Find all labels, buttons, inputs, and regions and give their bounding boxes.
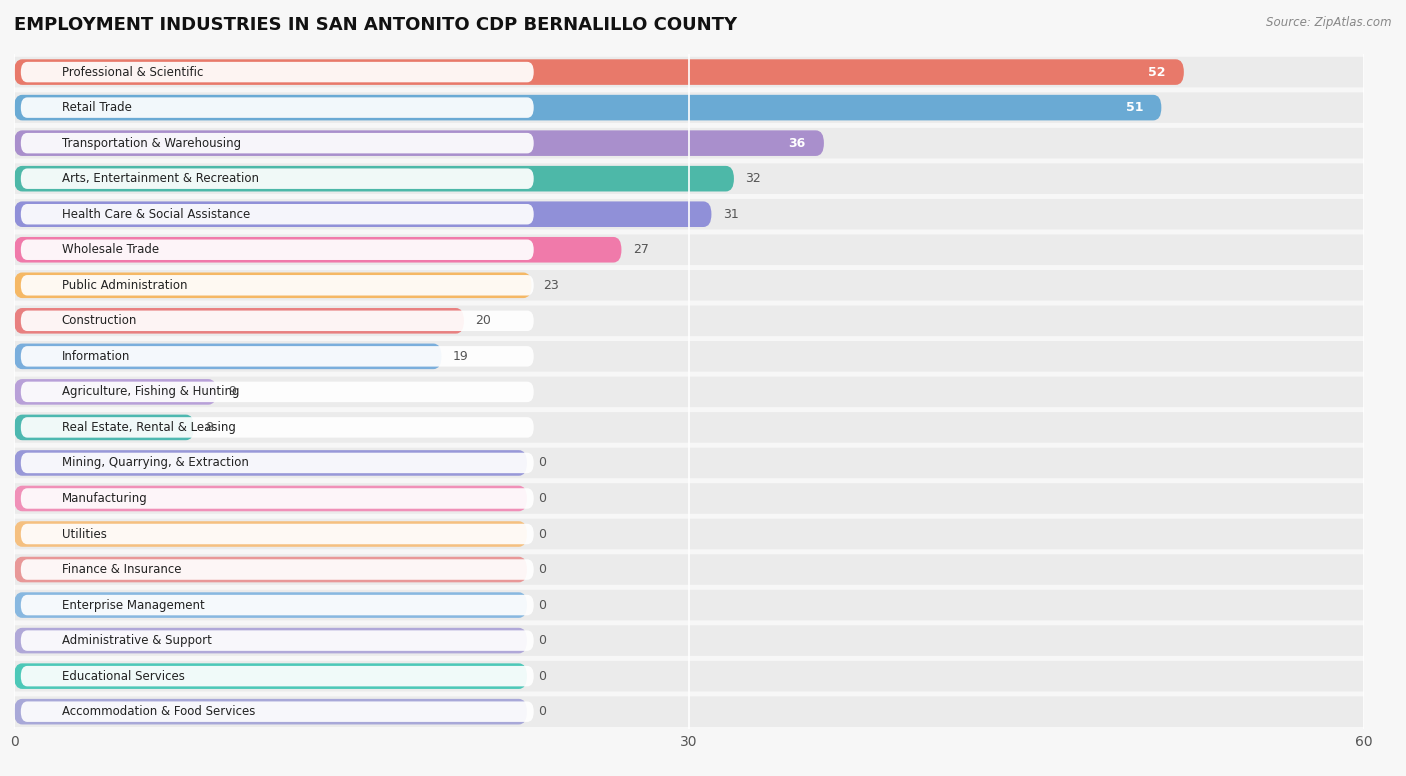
FancyBboxPatch shape (21, 240, 534, 260)
Text: Health Care & Social Assistance: Health Care & Social Assistance (62, 208, 250, 220)
Text: Public Administration: Public Administration (62, 279, 187, 292)
FancyBboxPatch shape (14, 699, 527, 725)
FancyBboxPatch shape (14, 412, 1364, 442)
FancyBboxPatch shape (14, 95, 1161, 120)
FancyBboxPatch shape (14, 234, 1364, 265)
Text: 31: 31 (723, 208, 738, 220)
FancyBboxPatch shape (14, 414, 194, 440)
FancyBboxPatch shape (14, 270, 1364, 300)
Text: Retail Trade: Retail Trade (62, 101, 132, 114)
FancyBboxPatch shape (14, 306, 1364, 336)
FancyBboxPatch shape (14, 661, 1364, 691)
Text: Educational Services: Educational Services (62, 670, 184, 683)
Text: 0: 0 (538, 634, 546, 647)
Text: Wholesale Trade: Wholesale Trade (62, 243, 159, 256)
Text: Real Estate, Rental & Leasing: Real Estate, Rental & Leasing (62, 421, 236, 434)
FancyBboxPatch shape (21, 310, 534, 331)
FancyBboxPatch shape (14, 272, 531, 298)
Text: Information: Information (62, 350, 131, 363)
FancyBboxPatch shape (14, 130, 824, 156)
FancyBboxPatch shape (14, 663, 527, 689)
FancyBboxPatch shape (14, 486, 527, 511)
Text: 0: 0 (538, 492, 546, 505)
Text: Mining, Quarrying, & Extraction: Mining, Quarrying, & Extraction (62, 456, 249, 469)
FancyBboxPatch shape (14, 237, 621, 262)
Text: EMPLOYMENT INDUSTRIES IN SAN ANTONITO CDP BERNALILLO COUNTY: EMPLOYMENT INDUSTRIES IN SAN ANTONITO CD… (14, 16, 737, 33)
FancyBboxPatch shape (14, 166, 734, 192)
Text: 36: 36 (789, 137, 806, 150)
Text: 20: 20 (475, 314, 491, 327)
FancyBboxPatch shape (21, 702, 534, 722)
FancyBboxPatch shape (21, 559, 534, 580)
Text: 0: 0 (538, 563, 546, 576)
FancyBboxPatch shape (14, 592, 527, 618)
Text: Source: ZipAtlas.com: Source: ZipAtlas.com (1267, 16, 1392, 29)
FancyBboxPatch shape (14, 628, 527, 653)
FancyBboxPatch shape (21, 275, 534, 296)
Text: Manufacturing: Manufacturing (62, 492, 148, 505)
FancyBboxPatch shape (21, 62, 534, 82)
FancyBboxPatch shape (14, 128, 1364, 158)
FancyBboxPatch shape (21, 204, 534, 224)
Text: Arts, Entertainment & Recreation: Arts, Entertainment & Recreation (62, 172, 259, 185)
Text: 0: 0 (538, 456, 546, 469)
Text: 0: 0 (538, 528, 546, 541)
FancyBboxPatch shape (21, 382, 534, 402)
FancyBboxPatch shape (21, 417, 534, 438)
Text: Enterprise Management: Enterprise Management (62, 598, 205, 611)
FancyBboxPatch shape (14, 521, 527, 547)
Text: 0: 0 (538, 705, 546, 718)
Text: 23: 23 (543, 279, 558, 292)
FancyBboxPatch shape (14, 450, 527, 476)
FancyBboxPatch shape (21, 97, 534, 118)
Text: 51: 51 (1126, 101, 1143, 114)
FancyBboxPatch shape (14, 376, 1364, 407)
FancyBboxPatch shape (21, 524, 534, 544)
FancyBboxPatch shape (21, 452, 534, 473)
Text: 32: 32 (745, 172, 761, 185)
FancyBboxPatch shape (14, 590, 1364, 620)
Text: 52: 52 (1149, 66, 1166, 78)
FancyBboxPatch shape (14, 59, 1184, 85)
FancyBboxPatch shape (14, 696, 1364, 727)
Text: 19: 19 (453, 350, 468, 363)
Text: Utilities: Utilities (62, 528, 107, 541)
Text: Agriculture, Fishing & Hunting: Agriculture, Fishing & Hunting (62, 386, 239, 398)
FancyBboxPatch shape (21, 595, 534, 615)
Text: 0: 0 (538, 670, 546, 683)
FancyBboxPatch shape (14, 625, 1364, 656)
Text: 0: 0 (538, 598, 546, 611)
FancyBboxPatch shape (14, 202, 711, 227)
FancyBboxPatch shape (14, 344, 441, 369)
FancyBboxPatch shape (21, 133, 534, 154)
FancyBboxPatch shape (14, 556, 527, 582)
Text: 27: 27 (633, 243, 648, 256)
Text: 8: 8 (205, 421, 214, 434)
FancyBboxPatch shape (14, 92, 1364, 123)
FancyBboxPatch shape (14, 554, 1364, 585)
Text: Accommodation & Food Services: Accommodation & Food Services (62, 705, 256, 718)
FancyBboxPatch shape (14, 518, 1364, 549)
FancyBboxPatch shape (14, 199, 1364, 230)
FancyBboxPatch shape (21, 630, 534, 651)
FancyBboxPatch shape (14, 164, 1364, 194)
FancyBboxPatch shape (14, 379, 217, 404)
Text: Finance & Insurance: Finance & Insurance (62, 563, 181, 576)
FancyBboxPatch shape (14, 483, 1364, 514)
FancyBboxPatch shape (21, 666, 534, 687)
FancyBboxPatch shape (21, 168, 534, 189)
FancyBboxPatch shape (21, 488, 534, 509)
FancyBboxPatch shape (14, 341, 1364, 372)
FancyBboxPatch shape (21, 346, 534, 366)
FancyBboxPatch shape (14, 57, 1364, 88)
Text: Transportation & Warehousing: Transportation & Warehousing (62, 137, 240, 150)
Text: 9: 9 (228, 386, 236, 398)
Text: Construction: Construction (62, 314, 138, 327)
FancyBboxPatch shape (14, 308, 464, 334)
Text: Administrative & Support: Administrative & Support (62, 634, 212, 647)
FancyBboxPatch shape (14, 448, 1364, 478)
Text: Professional & Scientific: Professional & Scientific (62, 66, 204, 78)
